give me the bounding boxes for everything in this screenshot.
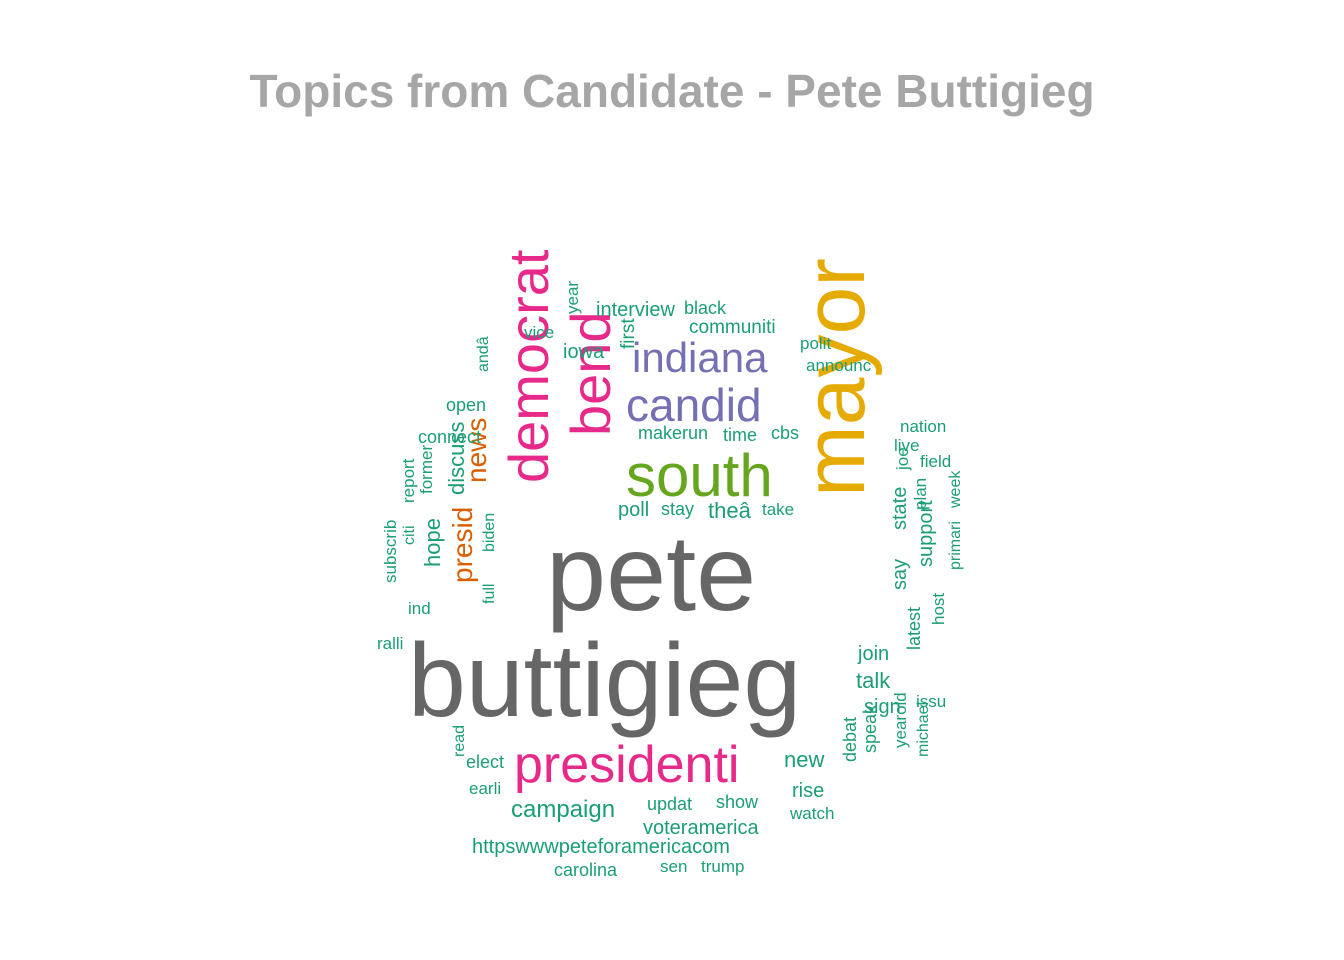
word-voteramerica: voteramerica bbox=[643, 817, 759, 839]
word-open: open bbox=[446, 395, 486, 415]
word-trump: trump bbox=[701, 857, 744, 876]
word-biden: biden bbox=[481, 513, 498, 552]
word-year: year bbox=[563, 281, 582, 314]
word-indiana: indiana bbox=[632, 334, 768, 381]
word-latest: latest bbox=[904, 607, 924, 650]
word-elect: elect bbox=[466, 752, 504, 772]
word-primari: primari bbox=[947, 521, 964, 570]
word-ind: ind bbox=[408, 599, 431, 618]
word-announc: announc bbox=[806, 356, 872, 375]
word-join: join bbox=[857, 643, 889, 665]
word-hope: hope bbox=[420, 518, 445, 567]
word-stay: stay bbox=[661, 499, 694, 519]
word-interview: interview bbox=[596, 299, 675, 321]
word-former: former bbox=[417, 445, 436, 494]
word-discuss: discuss bbox=[444, 422, 469, 495]
word-say: say bbox=[889, 559, 911, 590]
word-poll: poll bbox=[618, 499, 649, 521]
word-andâ: andâ bbox=[475, 336, 492, 372]
word-citi: citi bbox=[401, 525, 418, 545]
word-joe: joe bbox=[893, 447, 912, 471]
word-new: new bbox=[784, 747, 824, 772]
word-nation: nation bbox=[900, 417, 946, 436]
word-polit: polit bbox=[800, 334, 831, 353]
word-carolina: carolina bbox=[554, 860, 618, 880]
word-support: support bbox=[915, 500, 937, 567]
word-debat: debat bbox=[840, 717, 860, 762]
word-ralli: ralli bbox=[377, 634, 403, 653]
word-candid: candid bbox=[626, 379, 762, 431]
word-rise: rise bbox=[792, 780, 824, 802]
word-httpswwwpeteforamericacom: httpswwwpeteforamericacom bbox=[472, 836, 730, 858]
word-watch: watch bbox=[789, 804, 834, 823]
word-sign: sign bbox=[864, 696, 901, 718]
word-communiti: communiti bbox=[689, 317, 776, 338]
word-pete: pete bbox=[546, 512, 756, 633]
word-news: news bbox=[461, 418, 492, 483]
word-makerun: makerun bbox=[638, 423, 708, 443]
word-theâ: theâ bbox=[708, 498, 752, 523]
word-plan: plan bbox=[911, 478, 930, 510]
word-time: time bbox=[723, 425, 757, 445]
word-host: host bbox=[929, 593, 948, 625]
word-south: south bbox=[626, 442, 773, 509]
word-first: first bbox=[618, 318, 639, 349]
word-updat: updat bbox=[647, 794, 692, 814]
word-week: week bbox=[947, 470, 964, 509]
word-earli: earli bbox=[469, 779, 501, 798]
word-full: full bbox=[481, 584, 498, 604]
word-read: read bbox=[451, 725, 468, 757]
word-talk: talk bbox=[856, 668, 891, 693]
word-live: live bbox=[894, 436, 920, 455]
word-field: field bbox=[920, 452, 951, 471]
word-yearold: yearold bbox=[891, 692, 910, 748]
word-campaign: campaign bbox=[511, 796, 615, 823]
word-take: take bbox=[762, 500, 794, 519]
word-buttigieg: buttigieg bbox=[408, 623, 801, 739]
word-mayor: mayor bbox=[787, 258, 883, 497]
word-bend: bend bbox=[559, 311, 622, 436]
word-sen: sen bbox=[660, 857, 687, 876]
word-connect: connect bbox=[418, 427, 481, 447]
word-report: report bbox=[399, 458, 418, 503]
word-show: show bbox=[716, 792, 759, 812]
word-cbs: cbs bbox=[771, 423, 799, 443]
word-democrat: democrat bbox=[497, 249, 560, 483]
word-iowa: iowa bbox=[563, 341, 605, 363]
word-subscrib: subscrib bbox=[381, 520, 400, 583]
word-speak: speak bbox=[860, 704, 880, 753]
word-issu: issu bbox=[916, 692, 946, 711]
word-state: state bbox=[889, 487, 911, 530]
word-presidenti: presidenti bbox=[514, 736, 739, 794]
word-michael: michael bbox=[915, 702, 932, 757]
word-black: black bbox=[684, 298, 727, 318]
chart-title: Topics from Candidate - Pete Buttigieg bbox=[249, 65, 1095, 117]
word-vice: vice bbox=[524, 323, 554, 342]
word-presid: presid bbox=[447, 507, 478, 583]
